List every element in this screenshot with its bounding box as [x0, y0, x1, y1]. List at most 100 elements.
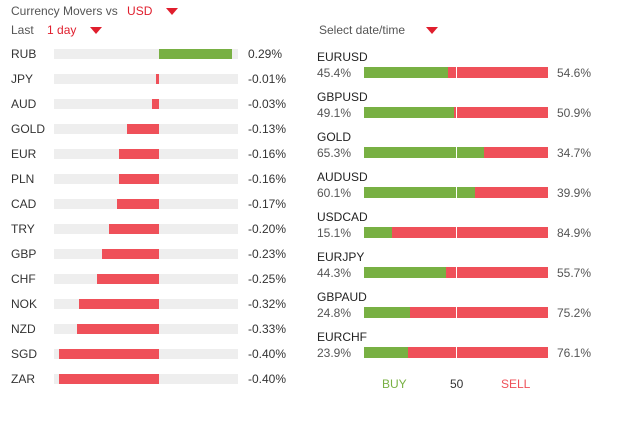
mover-bar-track [54, 124, 238, 134]
mover-row: GBP -0.23% [0, 246, 300, 271]
pair-name: AUDUSD [317, 170, 368, 184]
mover-code: PLN [11, 172, 35, 186]
mover-bar-track [54, 49, 238, 59]
mover-bar [119, 149, 159, 159]
mover-change: -0.23% [248, 247, 287, 261]
pair-bar-track [364, 107, 548, 118]
pair-sell-percent: 55.7% [557, 266, 592, 280]
pair-bar-track [364, 67, 548, 78]
mover-change: 0.29% [248, 47, 283, 61]
pair-midline [456, 307, 457, 318]
mover-change: -0.16% [248, 172, 287, 186]
pair-bar-track [364, 187, 548, 198]
mover-code: NOK [11, 297, 38, 311]
period-header: Last 1 day [11, 23, 102, 37]
mover-bar-track [54, 74, 238, 84]
pair-buy-percent: 45.4% [317, 66, 352, 80]
pair-buy-bar [364, 267, 446, 278]
sentiment-legend: BUY 50 SELL [317, 377, 617, 393]
mover-bar [151, 99, 159, 109]
mover-bar-track [54, 149, 238, 159]
currency-dropdown-icon[interactable] [165, 8, 178, 16]
mover-bar-track [54, 199, 238, 209]
mover-code: JPY [11, 72, 34, 86]
mover-row: JPY -0.01% [0, 71, 300, 96]
mover-code: EUR [11, 147, 37, 161]
pair-row[interactable]: GBPUSD 49.1% 50.9% [317, 90, 617, 130]
pair-midline [456, 347, 457, 358]
pair-midline [456, 267, 457, 278]
mover-code: ZAR [11, 372, 35, 386]
date-select[interactable]: Select date/time [319, 23, 406, 37]
mover-row: GOLD -0.13% [0, 121, 300, 146]
pair-buy-percent: 24.8% [317, 306, 352, 320]
pair-row[interactable]: AUDUSD 60.1% 39.9% [317, 170, 617, 210]
mover-change: -0.13% [248, 122, 287, 136]
mover-bar [116, 199, 159, 209]
mover-change: -0.16% [248, 147, 287, 161]
sentiment-list: EURUSD 45.4% 54.6% GBPUSD 49.1% 50.9% GOLD 65.3… [317, 50, 617, 370]
mover-row: ZAR -0.40% [0, 371, 300, 396]
mover-change: -0.01% [248, 72, 287, 86]
pair-buy-percent: 49.1% [317, 106, 352, 120]
period-label: Last [11, 23, 34, 37]
pair-row[interactable]: EURUSD 45.4% 54.6% [317, 50, 617, 90]
pair-buy-bar [364, 147, 485, 158]
mover-bar [101, 249, 159, 259]
mover-row: NOK -0.32% [0, 296, 300, 321]
currency-select[interactable]: USD [127, 4, 153, 18]
mover-row: EUR -0.16% [0, 146, 300, 171]
mover-code: RUB [11, 47, 37, 61]
pair-buy-percent: 60.1% [317, 186, 352, 200]
mover-code: GOLD [11, 122, 46, 136]
mover-change: -0.03% [248, 97, 287, 111]
mover-code: GBP [11, 247, 37, 261]
pair-row[interactable]: GBPAUD 24.8% 75.2% [317, 290, 617, 330]
mover-row: CAD -0.17% [0, 196, 300, 221]
mover-bar-track [54, 274, 238, 284]
mover-bar [109, 224, 159, 234]
period-dropdown-icon[interactable] [89, 27, 102, 35]
movers-title: Currency Movers vs [11, 4, 118, 18]
pair-name: GBPUSD [317, 90, 368, 104]
mover-change: -0.25% [248, 272, 287, 286]
pair-sell-percent: 75.2% [557, 306, 592, 320]
mover-bar-track [54, 374, 238, 384]
pair-buy-bar [364, 347, 408, 358]
pair-midline [456, 187, 457, 198]
mover-code: AUD [11, 97, 37, 111]
date-dropdown-icon[interactable] [426, 27, 439, 35]
pair-midline [456, 227, 457, 238]
mover-bar [59, 374, 159, 384]
mover-row: SGD -0.40% [0, 346, 300, 371]
pair-buy-percent: 15.1% [317, 226, 352, 240]
pair-buy-bar [364, 187, 475, 198]
mover-change: -0.32% [248, 297, 287, 311]
pair-buy-bar [364, 107, 455, 118]
movers-header: Currency Movers vs USD [11, 4, 178, 18]
period-select[interactable]: 1 day [47, 23, 77, 37]
pair-name: GBPAUD [317, 290, 367, 304]
mover-change: -0.20% [248, 222, 287, 236]
legend-buy: BUY [382, 377, 407, 391]
legend-sell: SELL [501, 377, 531, 391]
mover-code: SGD [11, 347, 38, 361]
pair-buy-bar [364, 227, 392, 238]
mover-code: CHF [11, 272, 36, 286]
pair-name: EURUSD [317, 50, 368, 64]
mover-bar [159, 49, 232, 59]
mover-bar [59, 349, 159, 359]
pair-row[interactable]: USDCAD 15.1% 84.9% [317, 210, 617, 250]
pair-midline [456, 107, 457, 118]
mover-code: CAD [11, 197, 37, 211]
pair-midline [456, 67, 457, 78]
pair-row[interactable]: EURJPY 44.3% 55.7% [317, 250, 617, 290]
pair-row[interactable]: EURCHF 23.9% 76.1% [317, 330, 617, 370]
pair-name: EURCHF [317, 330, 367, 344]
pair-row[interactable]: GOLD 65.3% 34.7% [317, 130, 617, 170]
mover-row: TRY -0.20% [0, 221, 300, 246]
mover-bar [156, 74, 159, 84]
mover-change: -0.40% [248, 372, 287, 386]
pair-buy-bar [364, 307, 410, 318]
mover-code: NZD [11, 322, 36, 336]
